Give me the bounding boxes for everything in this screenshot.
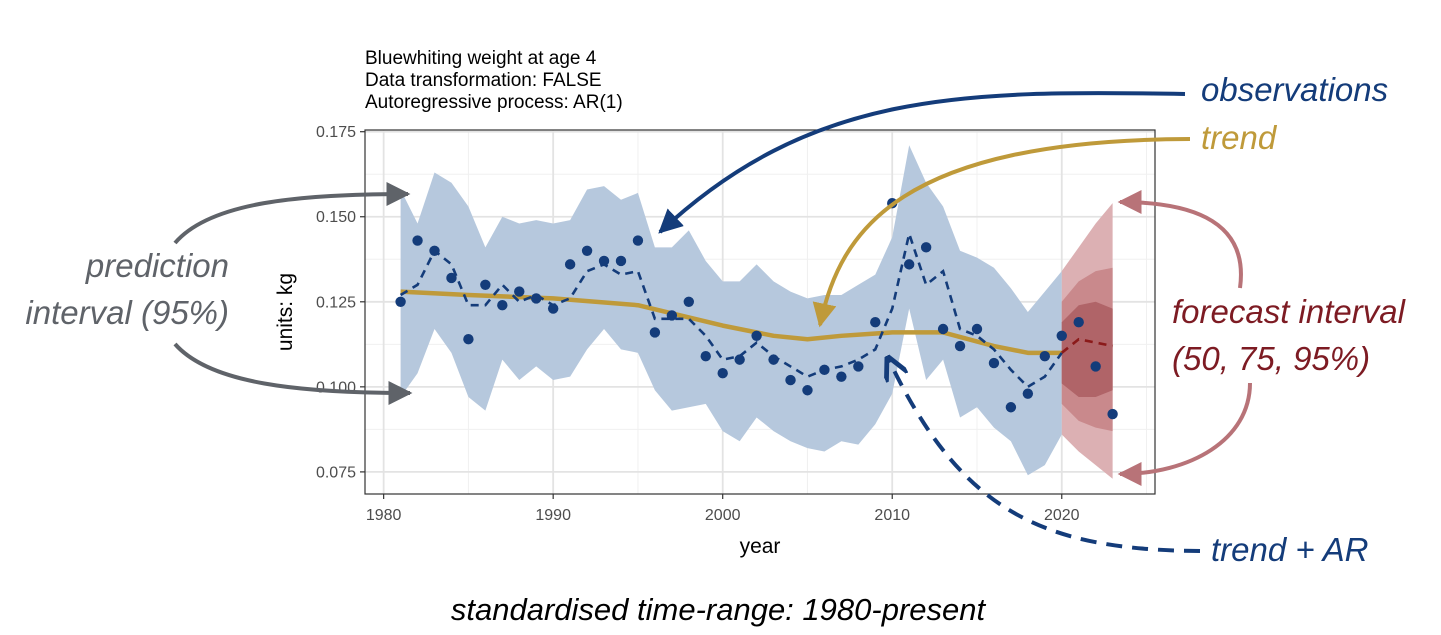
observation-point — [802, 385, 813, 396]
prediction-interval-band — [400, 145, 1062, 476]
trend-ar-arrow — [888, 358, 1201, 553]
observation-point — [954, 340, 966, 352]
observation-point — [395, 296, 406, 307]
observation-point — [429, 245, 440, 256]
y-axis-title: units: kg — [274, 273, 297, 351]
observation-point — [1056, 330, 1067, 342]
data-layer — [395, 145, 1118, 479]
observation-point — [1039, 351, 1051, 362]
observation-point — [836, 371, 847, 382]
observation-point — [446, 272, 457, 284]
observation-point — [870, 317, 881, 328]
chart-title-line-1: Bluewhiting weight at age 4 — [365, 48, 597, 69]
forecast-label-line-1: forecast interval — [1172, 293, 1407, 330]
observation-point — [463, 334, 474, 345]
x-tick-label: 1980 — [366, 507, 402, 524]
observation-point — [734, 354, 745, 365]
observation-point — [666, 310, 678, 321]
observation-point — [785, 374, 796, 386]
observation-point — [819, 364, 830, 376]
forecast-lower-arrow — [1117, 382, 1252, 486]
prediction-label-line-2: interval (95%) — [25, 294, 229, 331]
observation-point — [514, 286, 525, 297]
x-tick-label: 1990 — [535, 507, 571, 524]
observation-point — [564, 259, 576, 270]
forecast-label-line-2: (50, 75, 95%) — [1172, 340, 1370, 377]
y-tick-label: 0.075 — [316, 464, 356, 481]
trend-line — [400, 289, 1062, 356]
axes: 1980 1990 2000 2010 20200.0750.1000.1250.150… — [316, 124, 1080, 524]
observations-arrow — [658, 91, 1186, 234]
x-axis-title: year — [740, 535, 781, 558]
observation-point — [497, 300, 508, 311]
trend-arrow — [812, 137, 1191, 328]
observation-point — [853, 361, 864, 372]
trend-ar-line — [399, 228, 1063, 389]
observation-point — [547, 303, 559, 314]
observation-point — [1005, 402, 1017, 413]
observation-point — [903, 259, 915, 270]
observation-point — [480, 279, 491, 290]
observation-point — [1022, 388, 1034, 399]
observation-point — [988, 357, 1000, 369]
observation-point — [632, 235, 644, 246]
observation-point — [683, 296, 694, 307]
x-tick-label: 2000 — [705, 507, 741, 524]
observations-label: observations — [1201, 71, 1388, 108]
prediction-upper-arrow — [173, 182, 411, 245]
prediction-lower-arrow — [173, 342, 413, 405]
chart-title-line-2: Data transformation: FALSE — [365, 70, 602, 91]
observation-point — [649, 327, 661, 338]
x-tick-label: 2020 — [1044, 507, 1080, 524]
y-tick-label: 0.125 — [316, 294, 356, 311]
x-tick-label: 2010 — [874, 507, 910, 524]
observation-point — [581, 245, 593, 256]
forecast-upper-arrow — [1117, 190, 1243, 289]
observation-point — [768, 354, 779, 365]
footer-caption: standardised time-range: 1980-present — [451, 592, 987, 627]
prediction-label-line-1: prediction — [85, 247, 229, 284]
observation-point — [1073, 317, 1084, 328]
observation-point — [412, 235, 423, 246]
observation-point — [920, 242, 932, 253]
observation-point — [1107, 408, 1118, 420]
trend-ar-label: trend + AR — [1211, 531, 1368, 568]
observation-point — [971, 323, 983, 335]
trend-label: trend — [1201, 119, 1278, 156]
y-tick-label: 0.175 — [316, 124, 356, 141]
observation-point — [717, 368, 728, 379]
observation-point — [937, 323, 949, 335]
observation-point — [751, 330, 762, 342]
plot-border — [364, 129, 1156, 495]
y-tick-label: 0.150 — [316, 209, 356, 226]
chart-title-line-3: Autoregressive process: AR(1) — [365, 92, 623, 113]
observation-point — [598, 255, 610, 267]
forecast-band-50 — [1061, 301, 1113, 398]
observation-point — [700, 351, 711, 362]
forecast-mean-line — [1060, 337, 1113, 354]
observation-point — [1090, 361, 1101, 372]
observation-point — [615, 255, 627, 267]
observation-point — [531, 293, 542, 304]
